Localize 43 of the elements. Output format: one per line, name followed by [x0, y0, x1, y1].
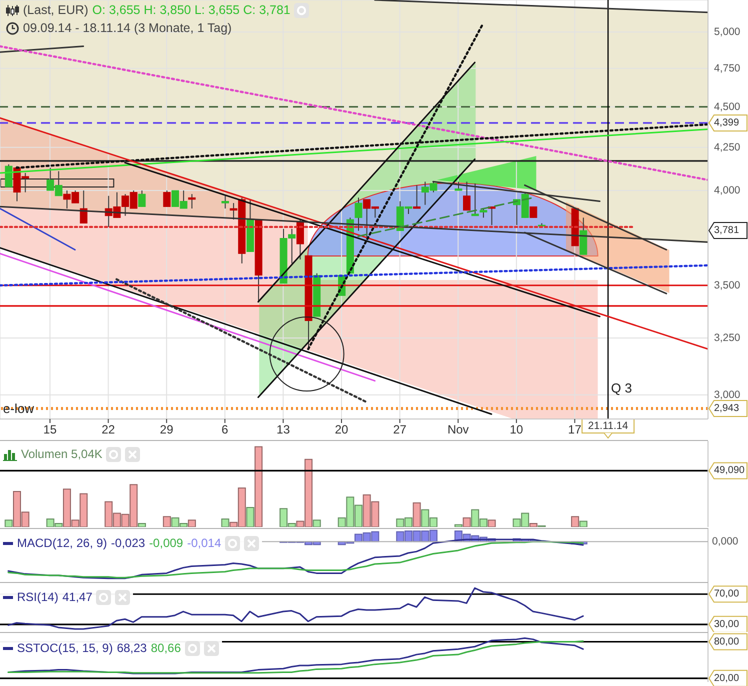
x-tick-label: 27: [393, 422, 407, 437]
annotation: 80,66: [150, 641, 181, 656]
y-tick-label: 4,250: [714, 141, 740, 154]
ref-line-label: 20,00: [714, 672, 740, 684]
ref-line-label: 80,00: [714, 636, 740, 648]
ref-line-label: 2,943: [714, 403, 740, 414]
annotation: 41,47: [62, 590, 92, 605]
x-tick-label: 6: [222, 422, 229, 437]
annotation: 68,23: [116, 641, 147, 656]
text: 0,000: [712, 536, 738, 548]
y-tick-label: 4,500: [714, 100, 740, 113]
ref-line-label: 30,00: [714, 618, 740, 630]
x-tick-label: 13: [276, 422, 290, 437]
y-tick-label: 3,250: [714, 332, 740, 344]
annotation: e-low: [3, 401, 35, 416]
x-tick-label: 22: [102, 422, 116, 437]
annotation: Volumen 5,04K: [21, 447, 102, 462]
y-tick-label: 5,000: [714, 26, 740, 38]
y-tick-label: 4,000: [714, 184, 740, 197]
y-tick-label: 3,000: [714, 388, 740, 401]
chart-title: (Last, EUR): [23, 3, 88, 18]
annotation: Q 3: [611, 380, 632, 396]
annotation: -0,014: [187, 536, 222, 551]
text: 09.09.14 - 18.11.14 (3 Monate, 1 Tag): [23, 21, 232, 36]
legend-label: SSTOC(15, 15, 9): [16, 641, 113, 656]
legend-label: RSI(14): [16, 590, 58, 605]
x-tick-label: 17: [568, 422, 582, 437]
x-tick-label: 20: [334, 422, 348, 437]
x-tick-label: 29: [160, 422, 174, 437]
annotation: 3,781: [714, 225, 740, 236]
x-tick-label: 10: [510, 422, 524, 437]
ref-line-label: 21.11.14: [588, 420, 628, 432]
annotation: O: 3,655 H: 3,850 L: 3,655 C: 3,781: [92, 3, 290, 18]
legend-label: MACD(12, 26, 9): [16, 536, 108, 551]
y-tick-label: 4,750: [714, 62, 740, 74]
y-tick-label: 49,090: [714, 465, 746, 476]
x-tick-label: 15: [43, 422, 57, 437]
annotation: -0,023: [111, 536, 146, 551]
annotation: -0,009: [149, 536, 184, 551]
y-tick-label: 3,500: [714, 279, 740, 292]
x-tick-label: Nov: [447, 422, 469, 437]
ref-line-label: 70,00: [714, 588, 740, 600]
ref-line-label: 4,399: [714, 117, 740, 128]
